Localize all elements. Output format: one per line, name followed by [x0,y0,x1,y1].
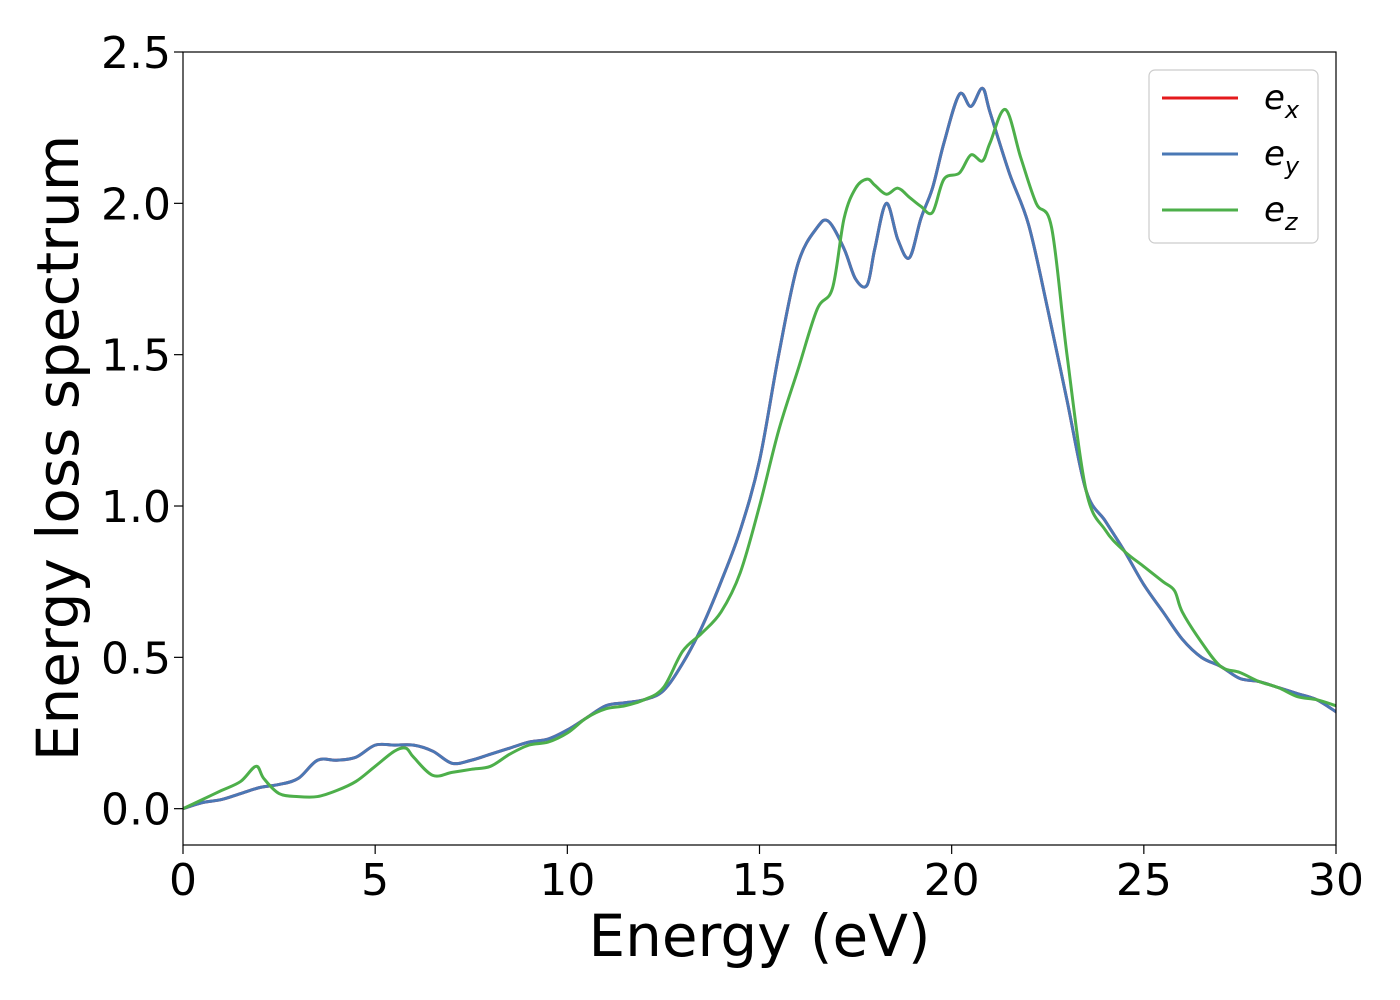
plot-lines [183,86,1336,811]
legend-label-base: e [1264,134,1285,174]
legend-label: ex [1264,78,1300,124]
x-axis-title: Energy (eV) [588,902,930,970]
x-tick-label: 10 [539,855,595,906]
y-axis-ticks: 0.0 0.5 1.0 1.5 2.0 2.5 [101,28,183,836]
legend-label: ez [1264,190,1299,236]
legend-label-base: e [1264,78,1285,118]
y-tick-label: 0.0 [101,785,171,836]
x-tick-label: 5 [361,855,389,906]
x-tick-label: 15 [732,855,788,906]
legend-box [1148,69,1319,244]
y-tick-label: 2.5 [101,28,171,79]
x-tick-label: 20 [924,855,980,906]
y-tick-label: 1.5 [101,331,171,382]
series-line-ez [183,108,1336,811]
y-axis-title: Energy loss spectrum [24,135,92,761]
legend-label-subscript: z [1284,208,1299,236]
x-tick-label: 25 [1116,855,1172,906]
x-tick-label: 30 [1308,855,1364,906]
x-tick-label: 0 [169,855,197,906]
y-tick-label: 0.5 [101,633,171,684]
legend-label-subscript: x [1284,96,1300,124]
legend-label-subscript: y [1284,152,1300,180]
x-axis-ticks: 0 5 10 15 20 25 30 [169,845,1364,906]
legend-label: ey [1264,134,1300,180]
y-tick-label: 1.0 [101,482,171,533]
y-tick-label: 2.0 [101,179,171,230]
legend-label-base: e [1264,190,1285,230]
